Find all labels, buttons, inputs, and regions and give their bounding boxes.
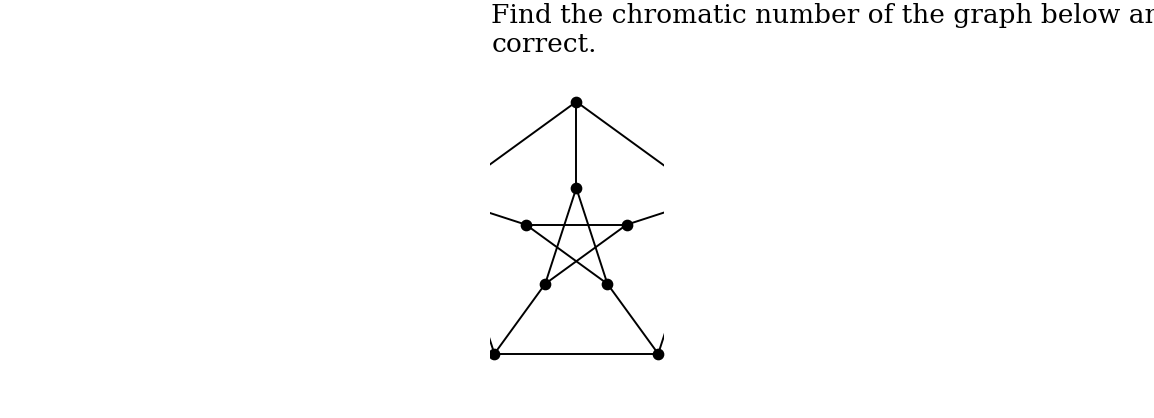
Point — [699, 195, 718, 201]
Point — [435, 195, 454, 201]
Point — [598, 280, 616, 287]
Point — [517, 222, 535, 228]
Point — [485, 350, 503, 357]
Point — [567, 98, 585, 105]
Point — [567, 185, 585, 191]
Point — [617, 222, 636, 228]
Text: Find the chromatic number of the graph below and prove you are
correct.: Find the chromatic number of the graph b… — [492, 3, 1154, 57]
Point — [535, 280, 554, 287]
Point — [649, 350, 667, 357]
